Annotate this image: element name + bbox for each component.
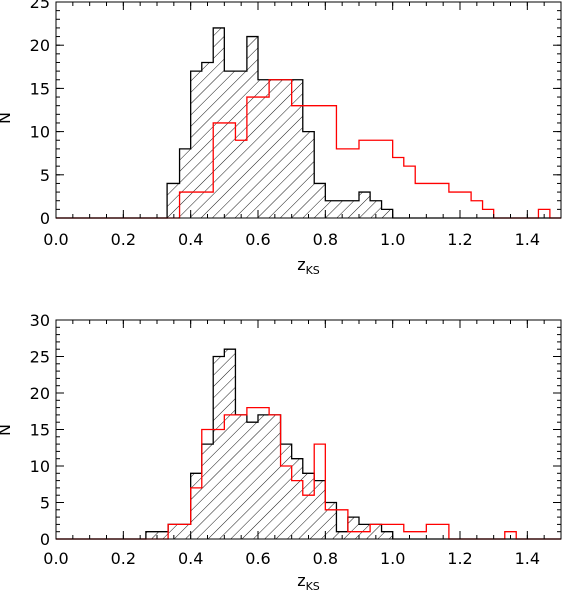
y-tick-label: 10 xyxy=(30,123,50,142)
y-tick-label: 0 xyxy=(40,530,50,549)
x-tick-label: 0.6 xyxy=(245,230,270,249)
x-tick-label: 0.0 xyxy=(43,549,68,568)
hatched-fill-series-0 xyxy=(56,349,561,539)
x-tick-label: 1.2 xyxy=(447,549,472,568)
bottom-histogram-panel: 0.0 0.2 0.4 0.6 0.8 1.0 1.2 1.4 0 5 10 15 20 25 30 zKS N xyxy=(0,311,562,590)
x-axis-title: zKS xyxy=(297,255,320,277)
y-tick-label: 15 xyxy=(30,79,50,98)
y-tick-label: 15 xyxy=(30,421,50,440)
y-axis-title: N xyxy=(0,112,14,124)
x-tick-label: 1.0 xyxy=(380,230,405,249)
y-tick-label: 5 xyxy=(40,494,50,513)
x-tick-label: 1.4 xyxy=(515,230,540,249)
y-tick-label: 5 xyxy=(40,166,50,185)
x-tick-label: 1.0 xyxy=(380,549,405,568)
y-tick-label: 10 xyxy=(30,457,50,476)
x-axis-title-main: z xyxy=(297,255,305,274)
top-histogram-panel: 0.0 0.2 0.4 0.6 0.8 1.0 1.2 1.4 0 5 10 15 20 25 zKS N xyxy=(0,0,562,277)
x-tick-label: 0.4 xyxy=(178,230,203,249)
x-axis-title-subscript: KS xyxy=(306,264,320,277)
x-tick-label: 0.8 xyxy=(313,549,338,568)
x-tick-label: 1.4 xyxy=(515,549,540,568)
x-tick-label: 0.0 xyxy=(43,230,68,249)
x-axis-title-subscript: KS xyxy=(306,580,320,590)
histogram-series-1 xyxy=(56,79,561,219)
x-tick-label: 0.4 xyxy=(178,549,203,568)
y-tick-label: 30 xyxy=(30,311,50,330)
x-tick-label: 0.2 xyxy=(111,549,136,568)
y-tick-label: 25 xyxy=(30,348,50,367)
hatched-fill-series-0 xyxy=(56,27,561,219)
y-tick-label: 0 xyxy=(40,209,50,228)
x-tick-label: 0.8 xyxy=(313,230,338,249)
x-axis-title: zKS xyxy=(297,571,320,590)
x-tick-label: 1.2 xyxy=(447,230,472,249)
x-tick-label: 0.6 xyxy=(245,549,270,568)
y-tick-label: 20 xyxy=(30,384,50,403)
x-tick-label: 0.2 xyxy=(111,230,136,249)
x-axis-title-main: z xyxy=(297,571,305,590)
y-tick-label: 25 xyxy=(30,0,50,12)
y-tick-label: 20 xyxy=(30,36,50,55)
y-axis-title: N xyxy=(0,424,14,436)
